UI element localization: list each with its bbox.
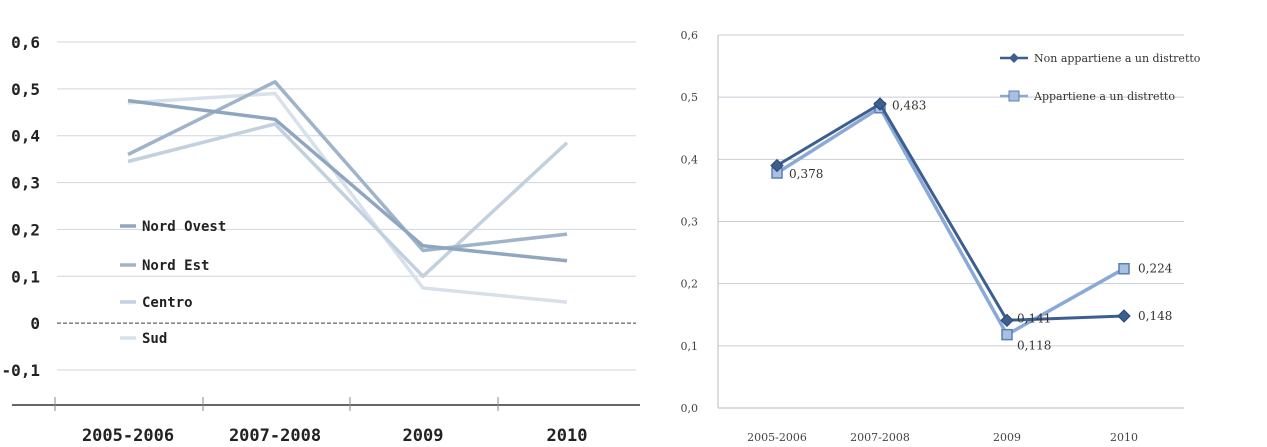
x-tick-label-right-3: 2010 [1110, 431, 1138, 444]
data-label-non-appartiene-2: 0,141 [1017, 311, 1051, 325]
regional-line-chart: 0,6 0,5 0,4 0,3 0,2 0,1 0 -0,1 2005-2006 2007-200… [1, 33, 640, 446]
x-tick-label-0: 2005-2006 [82, 426, 174, 446]
series-line-right-1 [776, 105, 1125, 337]
y-tick-label-0: 0,6 [11, 33, 40, 52]
y-tick-label-right-0: 0,6 [681, 29, 699, 42]
series-line-nord-est [127, 80, 568, 253]
x-tick-label-2: 2009 [403, 426, 444, 446]
x-tick-label-right-2: 2009 [993, 431, 1021, 444]
x-tick-label-3: 2010 [547, 426, 588, 446]
y-tick-label-2: 0,4 [11, 127, 40, 146]
data-label-non-appartiene-3: 0,148 [1138, 309, 1172, 323]
y-tick-label-right-1: 0,5 [681, 91, 699, 104]
y-tick-label-7: -0,1 [1, 361, 40, 380]
data-label-appartiene-0: 0,378 [789, 167, 823, 181]
y-tick-label-right-4: 0,2 [681, 278, 699, 291]
legend-right-marker-0 [1009, 53, 1019, 63]
marker-diamond-2 [1000, 313, 1014, 328]
legend-label-1: Nord Est [142, 258, 209, 274]
data-label-appartiene-1: 0,483 [892, 99, 926, 113]
x-tick-label-right-1: 2007-2008 [850, 431, 910, 444]
series-line-sud [127, 91, 568, 304]
y-tick-label-5: 0,1 [11, 267, 40, 286]
y-tick-label-right-5: 0,1 [681, 340, 699, 353]
legend-right-label-1: Appartiene a un distretto [1033, 90, 1175, 103]
x-tick-label-1: 2007-2008 [229, 426, 321, 446]
legend-right-marker-1 [1008, 90, 1020, 102]
marker-diamond-1 [873, 97, 887, 111]
y-tick-label-4: 0,2 [11, 220, 40, 239]
series-line-centro [127, 122, 569, 279]
data-label-appartiene-2: 0,118 [1017, 339, 1051, 353]
y-tick-label-6: 0 [30, 314, 40, 333]
legend-label-3: Sud [142, 331, 167, 347]
marker-square-3 [1118, 262, 1130, 275]
legend-right-label-0: Non appartiene a un distretto [1034, 52, 1201, 65]
legend-label-2: Centro [142, 295, 193, 311]
marker-diamond-0 [770, 158, 784, 173]
marker-square-2 [1001, 328, 1013, 341]
data-label-appartiene-3: 0,224 [1138, 262, 1173, 276]
marker-diamond-3 [1117, 309, 1131, 323]
x-tick-label-right-0: 2005-2006 [747, 431, 807, 444]
series-line-nord-ovest [127, 98, 568, 263]
y-tick-label-3: 0,3 [11, 174, 40, 193]
y-tick-label-1: 0,5 [11, 80, 40, 99]
legend-label-0: Nord Ovest [142, 219, 226, 235]
y-tick-label-right-6: 0,0 [681, 402, 699, 415]
y-tick-label-right-3: 0,3 [681, 216, 699, 229]
series-line-right-0 [776, 102, 1125, 322]
y-tick-label-right-2: 0,4 [681, 153, 699, 166]
